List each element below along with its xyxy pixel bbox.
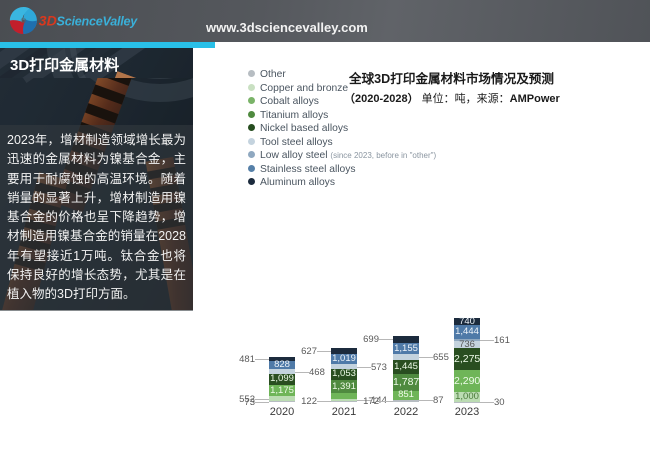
svg-text:3D: 3D <box>39 13 57 29</box>
svg-text:ScienceValley: ScienceValley <box>57 15 139 29</box>
